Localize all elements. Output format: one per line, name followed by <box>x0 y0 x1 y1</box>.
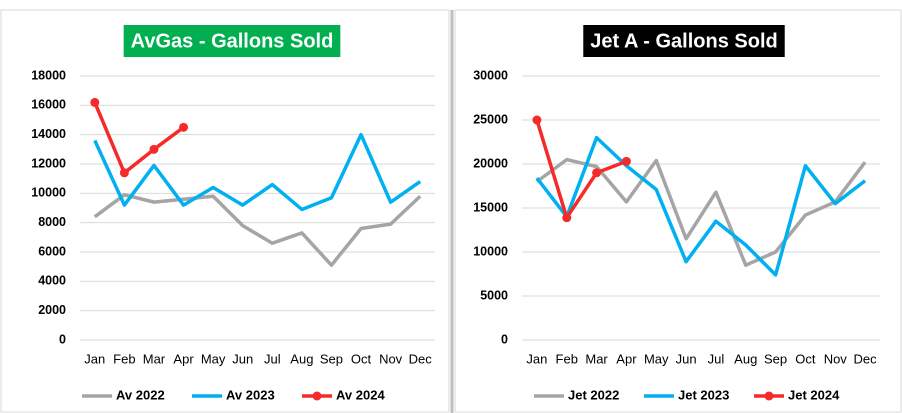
x-tick-label: Apr <box>616 351 637 366</box>
x-tick-label: Jul <box>708 351 725 366</box>
x-tick-label: Dec <box>854 351 878 366</box>
series-line <box>93 101 185 175</box>
marker <box>90 97 100 107</box>
series-line <box>93 193 422 267</box>
panel-frame <box>0 9 450 413</box>
legend-label: Jet 2022 <box>568 387 619 402</box>
x-tick-label: Oct <box>351 351 372 366</box>
x-tick-label: Jun <box>232 351 253 366</box>
x-tick-label: May <box>201 351 226 366</box>
y-tick-label: 10000 <box>31 186 66 200</box>
y-tick-label: 4000 <box>38 274 66 288</box>
x-tick-label: Aug <box>734 351 757 366</box>
x-tick-label: Nov <box>379 351 403 366</box>
series-line <box>535 119 628 220</box>
x-tick-label: Jul <box>264 351 281 366</box>
panel-frame <box>454 9 902 413</box>
marker <box>592 168 602 178</box>
y-tick-label: 20000 <box>473 156 508 170</box>
y-tick-label: 6000 <box>38 244 66 258</box>
x-tick-label: Apr <box>173 351 194 366</box>
chart-title: Jet A - Gallons Sold <box>590 30 777 52</box>
title-background <box>123 25 341 57</box>
series-line <box>93 132 422 212</box>
series-line <box>535 157 867 267</box>
y-tick-label: 5000 <box>480 288 508 302</box>
x-tick-label: Sep <box>764 351 787 366</box>
y-tick-label: 15000 <box>473 200 508 214</box>
x-tick-label: Mar <box>143 351 166 366</box>
y-tick-label: 0 <box>501 332 508 346</box>
legend-marker <box>312 391 322 401</box>
legend-marker <box>764 391 774 401</box>
x-tick-label: Mar <box>585 351 608 366</box>
y-tick-label: 16000 <box>31 98 66 112</box>
y-tick-label: 14000 <box>31 127 66 141</box>
x-tick-label: Sep <box>320 351 343 366</box>
y-tick-label: 18000 <box>31 68 66 82</box>
marker <box>562 213 572 223</box>
x-tick-label: Aug <box>290 351 313 366</box>
x-tick-label: Jan <box>84 351 105 366</box>
legend-label: Jet 2023 <box>678 387 729 402</box>
legend-label: Av 2022 <box>116 387 165 402</box>
y-tick-label: 10000 <box>473 244 508 258</box>
x-tick-label: Jun <box>676 351 697 366</box>
marker <box>621 156 631 166</box>
marker <box>149 144 159 154</box>
chart-title: AvGas - Gallons Sold <box>131 30 334 52</box>
marker <box>119 168 129 178</box>
y-tick-label: 25000 <box>473 112 508 126</box>
x-tick-label: Feb <box>113 351 135 366</box>
y-tick-label: 0 <box>59 332 66 346</box>
y-tick-label: 8000 <box>38 215 66 229</box>
marker <box>179 122 189 132</box>
marker <box>532 115 542 125</box>
x-tick-label: Jan <box>526 351 547 366</box>
x-tick-label: May <box>644 351 669 366</box>
legend-label: Av 2023 <box>226 387 275 402</box>
title-background <box>583 25 785 57</box>
series-line <box>535 135 867 277</box>
legend-label: Jet 2024 <box>788 387 840 402</box>
legend-label: Av 2024 <box>336 387 385 402</box>
y-tick-label: 30000 <box>473 68 508 82</box>
y-tick-label: 12000 <box>31 156 66 170</box>
x-tick-label: Oct <box>795 351 816 366</box>
y-tick-label: 2000 <box>38 303 66 317</box>
x-tick-label: Dec <box>409 351 433 366</box>
x-tick-label: Nov <box>824 351 848 366</box>
x-tick-label: Feb <box>556 351 578 366</box>
